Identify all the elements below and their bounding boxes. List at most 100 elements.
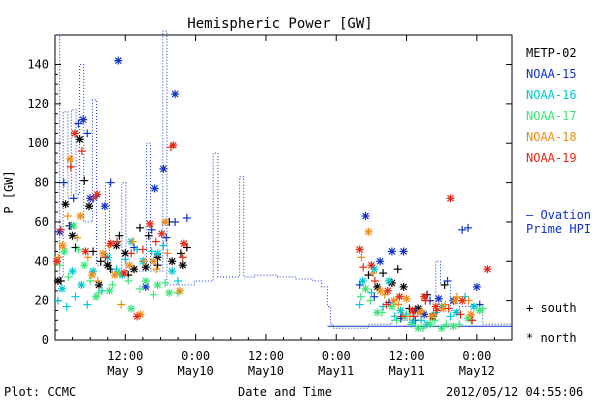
x-tick-time-label: 0:00 <box>462 349 491 363</box>
north-point <box>376 286 385 295</box>
north-point <box>103 261 112 270</box>
south-point <box>89 247 98 256</box>
south-marker-label: + south <box>526 301 577 315</box>
south-point <box>74 119 83 128</box>
x-tick-date-label: May10 <box>178 364 214 378</box>
y-tick-label: 120 <box>27 97 49 111</box>
north-point <box>87 271 96 280</box>
y-axis-label: P [GW] <box>2 170 16 213</box>
north-point <box>81 247 90 256</box>
north-point <box>175 286 184 295</box>
south-point <box>128 237 137 246</box>
south-point <box>149 290 158 299</box>
south-point <box>409 312 418 321</box>
south-point <box>397 312 406 321</box>
ovation-label-line2: Prime HPI <box>526 222 591 236</box>
north-point <box>367 261 376 270</box>
north-marker-label: * north <box>526 331 577 345</box>
south-point <box>369 269 378 278</box>
north-point <box>171 90 180 99</box>
x-tick-time-label: 0:00 <box>322 349 351 363</box>
south-point <box>113 237 122 246</box>
x-tick-date-label: May11 <box>318 364 354 378</box>
south-point <box>74 245 83 254</box>
south-point <box>147 247 156 256</box>
north-point <box>68 267 77 276</box>
north-point <box>355 245 364 254</box>
north-point <box>425 320 434 329</box>
south-point <box>138 245 147 254</box>
south-point <box>364 271 373 280</box>
north-point <box>361 212 370 221</box>
ovation-label-line1: — Ovation <box>526 208 591 222</box>
north-point <box>431 302 440 311</box>
x-tick-time-label: 0:00 <box>181 349 210 363</box>
south-point <box>93 276 102 285</box>
south-point <box>62 302 71 311</box>
south-point <box>66 162 75 171</box>
north-point <box>110 271 119 280</box>
footer-source: Plot: CCMC <box>4 385 76 399</box>
legend-entry: NOAA-17 <box>526 109 577 123</box>
south-point <box>144 231 153 240</box>
north-point <box>475 306 484 315</box>
south-point <box>468 316 477 325</box>
north-point <box>408 306 417 315</box>
south-point <box>370 276 379 285</box>
south-point <box>379 302 388 311</box>
north-point <box>153 280 162 289</box>
north-point <box>399 247 408 256</box>
x-tick-time-label: 12:00 <box>107 349 143 363</box>
north-point <box>141 276 150 285</box>
south-point <box>393 265 402 274</box>
south-point <box>456 310 465 319</box>
south-point <box>392 316 401 325</box>
south-point <box>56 225 65 234</box>
north-point <box>168 267 177 276</box>
north-point <box>483 265 492 274</box>
y-tick-label: 0 <box>42 333 49 347</box>
south-point <box>379 269 388 278</box>
north-point <box>141 263 150 272</box>
south-point <box>355 300 364 309</box>
north-point <box>416 308 425 317</box>
south-point <box>407 320 416 329</box>
x-tick-time-label: 12:00 <box>248 349 284 363</box>
south-point <box>59 178 68 187</box>
south-point <box>147 225 156 234</box>
south-point <box>390 312 399 321</box>
x-tick-time-label: 12:00 <box>388 349 424 363</box>
north-point <box>420 292 429 301</box>
south-point <box>80 176 89 185</box>
north-point <box>69 221 78 230</box>
south-point <box>443 276 452 285</box>
north-point <box>149 257 158 266</box>
north-point <box>452 308 461 317</box>
south-point <box>458 225 467 234</box>
north-point <box>79 115 88 124</box>
south-point <box>64 273 73 282</box>
south-point <box>140 257 149 266</box>
north-point <box>466 310 475 319</box>
north-point <box>361 284 370 293</box>
south-point <box>135 223 144 232</box>
south-point <box>417 316 426 325</box>
south-point <box>89 194 98 203</box>
north-point <box>449 322 458 331</box>
south-point <box>151 237 160 246</box>
north-point <box>414 324 423 333</box>
north-point <box>395 292 404 301</box>
legend-entry: NOAA-19 <box>526 151 577 165</box>
north-point <box>387 247 396 256</box>
north-point <box>125 261 134 270</box>
north-point <box>402 294 411 303</box>
south-point <box>108 280 117 289</box>
south-point <box>117 300 126 309</box>
south-point <box>71 292 80 301</box>
south-point <box>171 217 180 226</box>
north-point <box>75 135 84 144</box>
south-point <box>83 129 92 138</box>
south-point <box>356 292 365 301</box>
